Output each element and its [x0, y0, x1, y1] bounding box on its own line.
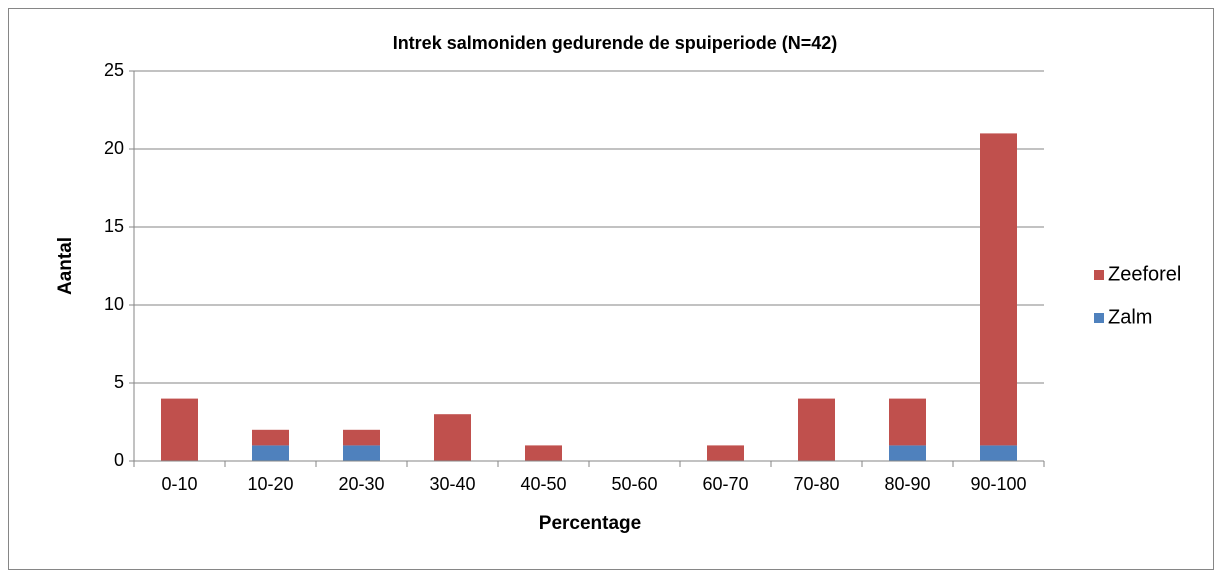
x-tick-label: 50-60 — [611, 474, 657, 494]
y-tick-label: 20 — [104, 138, 124, 158]
y-tick-label: 0 — [114, 450, 124, 470]
legend-swatch — [1094, 313, 1104, 323]
chart-title: Intrek salmoniden gedurende de spuiperio… — [393, 33, 838, 53]
bar-segment — [798, 398, 835, 461]
bar-segment — [980, 445, 1017, 461]
y-tick-label: 10 — [104, 294, 124, 314]
y-tick-label: 15 — [104, 216, 124, 236]
x-tick-label: 80-90 — [884, 474, 930, 494]
bar-segment — [161, 398, 198, 461]
bar-segment — [343, 445, 380, 461]
y-tick-label: 25 — [104, 60, 124, 80]
bar-segment — [252, 429, 289, 446]
bar-segment — [889, 398, 926, 446]
bar-segment — [707, 445, 744, 461]
bar-segment — [980, 133, 1017, 446]
bar-segment — [525, 445, 562, 461]
bar-segment — [434, 414, 471, 461]
x-tick-label: 10-20 — [247, 474, 293, 494]
legend-label: Zeeforel — [1108, 263, 1181, 285]
y-tick-label: 5 — [114, 372, 124, 392]
x-tick-label: 0-10 — [161, 474, 197, 494]
x-axis-title: Percentage — [539, 513, 641, 534]
x-tick-label: 60-70 — [702, 474, 748, 494]
x-tick-label: 20-30 — [338, 474, 384, 494]
x-tick-label: 90-100 — [970, 474, 1026, 494]
bar-segment — [252, 445, 289, 461]
legend-swatch — [1094, 270, 1104, 280]
bar-segment — [889, 445, 926, 461]
x-tick-label: 30-40 — [429, 474, 475, 494]
legend-label: Zalm — [1108, 306, 1152, 328]
x-tick-label: 40-50 — [520, 474, 566, 494]
bar-segment — [343, 429, 380, 446]
x-tick-label: 70-80 — [793, 474, 839, 494]
y-axis-title: Aantal — [55, 237, 76, 295]
